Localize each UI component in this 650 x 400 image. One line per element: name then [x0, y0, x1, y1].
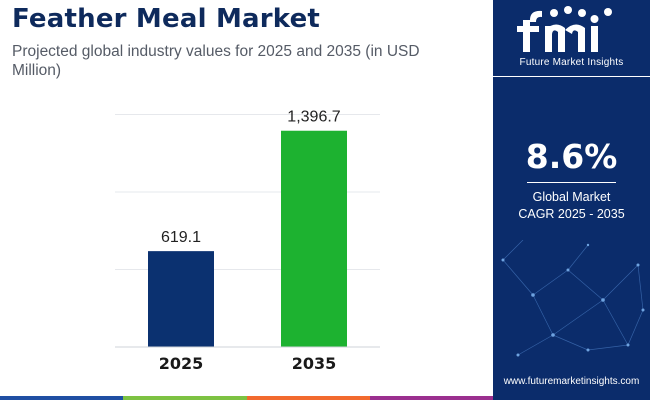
strip-segment: [246, 396, 370, 400]
cagr-label-line2: CAGR 2025 - 2035: [518, 207, 625, 221]
strip-segment: [123, 396, 247, 400]
bar-2025: [148, 251, 214, 347]
bottom-color-strip: [0, 396, 493, 400]
network-graphic: [501, 240, 645, 357]
strip-segment: [0, 396, 124, 400]
cagr-label: Global Market CAGR 2025 - 2035: [493, 189, 650, 223]
cagr-label-line1: Global Market: [532, 190, 611, 204]
strip-segment: [369, 396, 493, 400]
bar-2035: [281, 130, 347, 347]
cagr-value: 8.6%: [525, 137, 618, 176]
bar-chart: 619.1 2025 1,396.7 2035: [115, 109, 380, 373]
brand-name: Future Market Insights: [519, 57, 624, 68]
side-panel: Future Market Insights 8.6% Global Marke…: [493, 0, 650, 400]
fmi-logo: Future Market Insights: [493, 0, 650, 76]
website-link[interactable]: www.futuremarketinsights.com: [503, 376, 640, 387]
panel-divider: [493, 76, 650, 77]
x-tick-label-2025: 2025: [159, 354, 204, 373]
cagr-divider: [527, 182, 616, 183]
value-label-2035: 1,396.7: [287, 109, 340, 126]
x-tick-label-2035: 2035: [292, 354, 337, 373]
chart-subtitle: Projected global industry values for 202…: [12, 43, 420, 79]
page-title: Feather Meal Market: [12, 4, 321, 34]
value-label-2025: 619.1: [161, 229, 201, 246]
